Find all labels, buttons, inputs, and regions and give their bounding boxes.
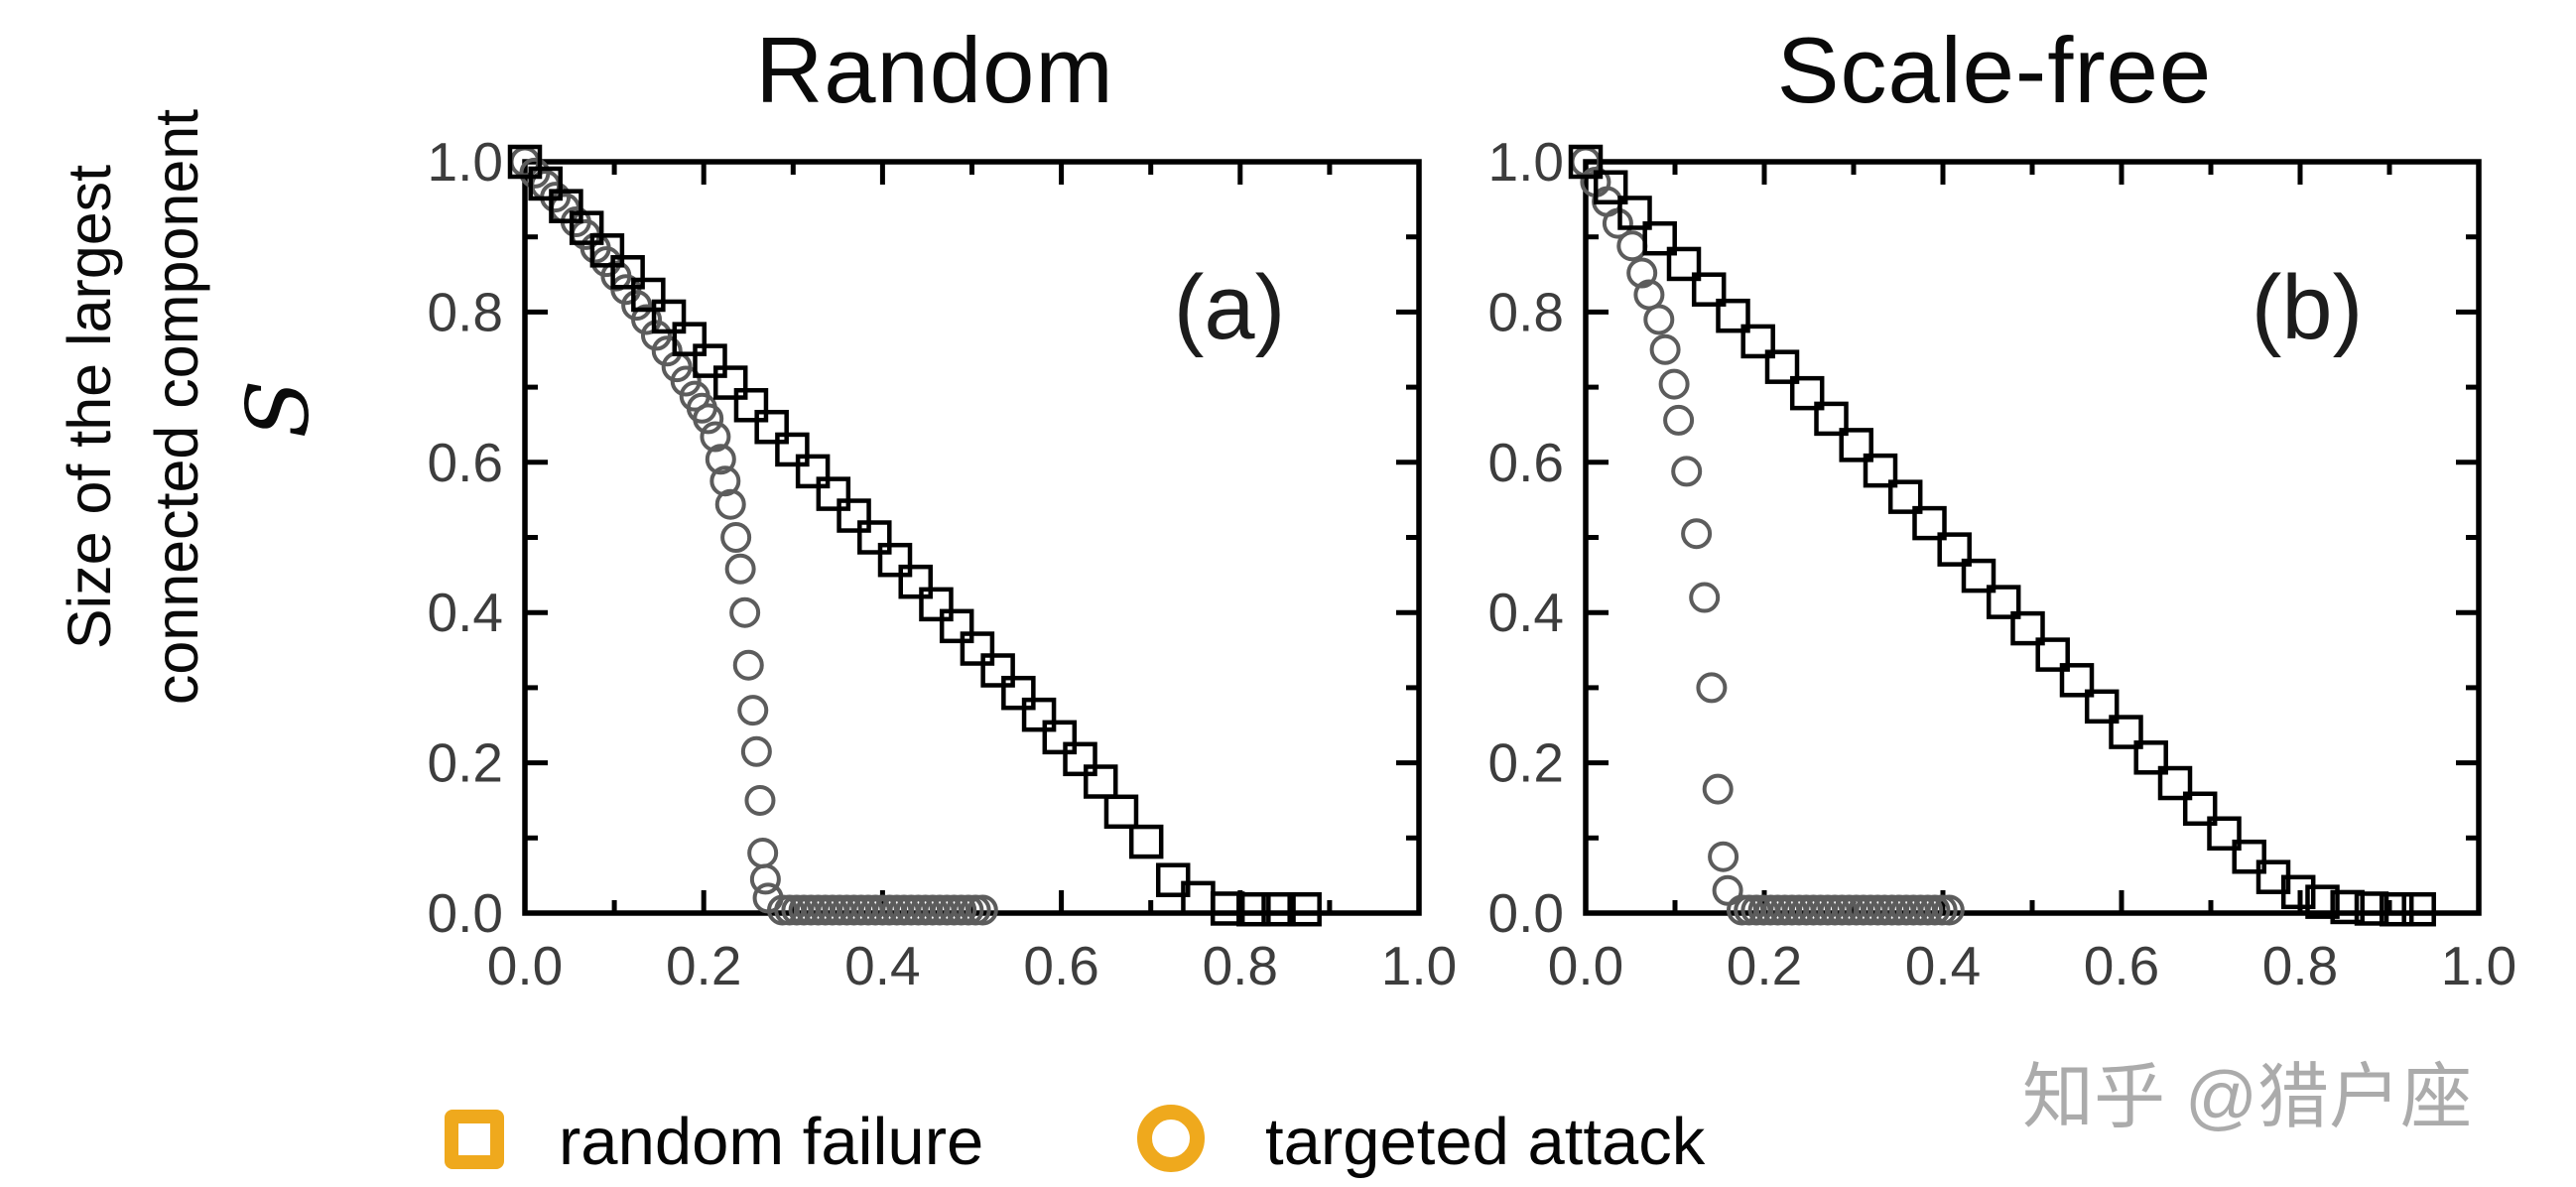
x-tick-label: 0.2 bbox=[1727, 935, 1802, 996]
plot-b-title: Scale-free bbox=[1776, 18, 2213, 122]
y-tick-label: 0.4 bbox=[428, 582, 503, 643]
y-tick-label: 0.8 bbox=[428, 281, 503, 342]
plot-(a): 0.0 0.2 0.4 0.6 0.8 1.0 0.0 0.2 0.4 0.6 0.8 1.0 bbox=[428, 131, 1458, 996]
x-tick-label: 0.0 bbox=[1548, 935, 1623, 996]
y-axis-label: Size of the largest connected component bbox=[56, 108, 210, 706]
watermark: 知乎 @猎户座 bbox=[2022, 1058, 2473, 1137]
legend-circle-icon bbox=[1137, 1105, 1205, 1172]
series-circle bbox=[509, 146, 998, 926]
series-circle bbox=[1570, 146, 1965, 926]
y-tick-label: 0.0 bbox=[428, 882, 503, 944]
y-tick-label: 1.0 bbox=[428, 131, 503, 193]
x-tick-label: 1.0 bbox=[1381, 935, 1457, 996]
x-tick-label: 0.2 bbox=[666, 935, 741, 996]
x-tick-label: 0.6 bbox=[1023, 935, 1098, 996]
y-axis-symbol: S bbox=[229, 379, 328, 439]
y-tick-label: 0.6 bbox=[428, 432, 503, 493]
plot-a-title: Random bbox=[755, 18, 1114, 122]
panel-label-a: (a) bbox=[1173, 257, 1286, 358]
y-tick-label: 1.0 bbox=[1488, 131, 1564, 193]
y-tick-label: 0.2 bbox=[1488, 732, 1564, 794]
y-tick-label: 0.6 bbox=[1488, 432, 1564, 493]
x-tick-label: 0.0 bbox=[487, 935, 563, 996]
legend-label-random-failure: random failure bbox=[559, 1105, 984, 1179]
y-tick-label: 0.0 bbox=[1488, 882, 1564, 944]
x-tick-label: 1.0 bbox=[2441, 935, 2516, 996]
legend-label-targeted-attack: targeted attack bbox=[1265, 1105, 1706, 1179]
x-tick-label: 0.8 bbox=[1203, 935, 1278, 996]
series-square bbox=[1568, 144, 2436, 927]
x-tick-label: 0.8 bbox=[2262, 935, 2338, 996]
y-tick-label: 0.2 bbox=[428, 732, 503, 794]
x-tick-label: 0.4 bbox=[1905, 935, 1981, 996]
panel-label-b: (b) bbox=[2251, 257, 2364, 358]
y-tick-label: 0.4 bbox=[1488, 582, 1564, 643]
y-tick-label: 0.8 bbox=[1488, 281, 1564, 342]
x-tick-label: 0.6 bbox=[2084, 935, 2159, 996]
x-tick-label: 0.4 bbox=[844, 935, 920, 996]
legend-square-icon bbox=[445, 1110, 504, 1169]
series-square bbox=[507, 144, 1322, 927]
plot-(b): 0.0 0.2 0.4 0.6 0.8 1.0 0.0 0.2 0.4 0.6 0.8 1.0 bbox=[1488, 131, 2517, 996]
